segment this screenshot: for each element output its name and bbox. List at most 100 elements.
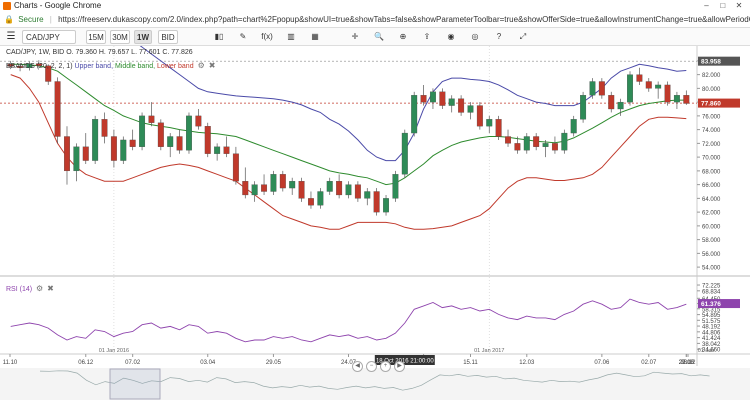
time-tick-label: 23.12 — [680, 360, 696, 366]
crosshair-icon[interactable]: ✛ — [351, 32, 359, 41]
instrument-selector[interactable]: CAD/JPY — [22, 30, 76, 44]
menu-icon[interactable]: ☰ — [6, 31, 16, 42]
price-tick-label: 68.000 — [702, 169, 721, 175]
price-tick-label: 82.000 — [702, 73, 721, 79]
maximize-icon[interactable]: □ — [720, 1, 726, 10]
chart-type-icon[interactable]: ▮▯ — [214, 32, 224, 41]
ohlc-info: CAD/JPY, 1W, BID O. 79.360 H. 79.657 L. … — [6, 49, 193, 56]
price-tick-label: 70.000 — [702, 156, 721, 162]
gear-icon[interactable]: ⚙ — [36, 284, 44, 293]
candle-up — [214, 146, 221, 154]
candle-up — [570, 119, 577, 134]
zoom-in-button[interactable]: + — [380, 361, 391, 372]
chart-area[interactable]: 84.00082.00080.00078.00076.00074.00072.0… — [0, 15, 750, 400]
price-tick-label: 66.000 — [702, 183, 721, 189]
bbands-legend: BBANDS (20, 2, 2, 1) Upper band, Middle … — [6, 61, 215, 70]
navigator-bg — [0, 368, 750, 400]
candle-up — [270, 174, 277, 192]
fullscreen-icon[interactable]: ⤢ — [519, 32, 527, 41]
candle-down — [645, 81, 652, 89]
close-icon[interactable]: ✖ — [47, 284, 54, 293]
camera-icon[interactable]: ◉ — [447, 32, 455, 41]
minimize-icon[interactable]: – — [704, 1, 709, 10]
candle-up — [486, 119, 493, 127]
eye-icon[interactable]: ◎ — [471, 32, 479, 41]
year-label: 01 Jan — [698, 348, 715, 354]
price-tick-label: 60.000 — [702, 224, 721, 230]
close-icon[interactable]: ✕ — [735, 1, 743, 10]
time-tick-label: 12.03 — [519, 360, 535, 366]
candle-down — [298, 181, 305, 199]
candle-up — [448, 98, 455, 106]
address-separator: | — [49, 15, 52, 24]
price-tick-label: 72.000 — [702, 142, 721, 148]
candle-down — [232, 153, 239, 182]
share-icon[interactable]: ⇪ — [423, 32, 431, 41]
candle-up — [655, 84, 662, 89]
candle-down — [336, 181, 343, 196]
address-bar[interactable]: 🔒 Secure | https://freeserv.dukascopy.co… — [0, 12, 750, 28]
year-label: 01 Jan 2017 — [474, 348, 504, 354]
time-tick-label: 02.07 — [641, 360, 657, 366]
rsi-tick-label: 34.660 — [702, 348, 721, 354]
scroll-left-button[interactable]: ◀ — [352, 361, 363, 372]
cursor-date-label: 18 Oct 2016 21:00:00 — [376, 359, 434, 365]
close-icon[interactable]: ✖ — [208, 61, 216, 70]
candle-down — [242, 181, 249, 196]
ohlc-values: O. 79.360 H. 79.657 L. 77.601 C. 77.826 — [66, 49, 193, 56]
bbands-label: BBANDS (20, 2, 2, 1) — [6, 63, 73, 70]
candle-down — [420, 95, 427, 103]
price-tick-label: 80.000 — [702, 87, 721, 93]
url-text[interactable]: https://freeserv.dukascopy.com/2.0/index… — [58, 15, 750, 24]
period-1w-button[interactable]: 1W — [134, 30, 152, 44]
time-tick-label: 29.05 — [266, 360, 282, 366]
grid-icon[interactable]: ▦ — [311, 32, 319, 41]
price-tick-label: 74.000 — [702, 128, 721, 134]
price-tick-label: 64.000 — [702, 197, 721, 203]
candle-down — [533, 136, 540, 147]
bars-icon[interactable]: ▥ — [287, 32, 295, 41]
candle-up — [167, 136, 174, 147]
last-price-tag: 77.860 — [701, 101, 721, 108]
time-tick-label: 11.10 — [3, 360, 18, 366]
candle-up — [429, 91, 436, 103]
help-icon[interactable]: ? — [496, 32, 502, 41]
candle-down — [373, 191, 380, 213]
candle-down — [35, 63, 42, 66]
function-icon[interactable]: f(x) — [261, 32, 273, 41]
zoom-icon[interactable]: 🔍 — [374, 32, 384, 41]
zoom-area-icon[interactable]: ⊕ — [399, 32, 407, 41]
zoom-out-button[interactable]: − — [366, 361, 377, 372]
rsi-legend: RSI (14) ⚙ ✖ — [6, 284, 54, 293]
rsi-tick-label: 41.424 — [702, 336, 721, 342]
year-label: 01 Jan 2016 — [99, 348, 129, 354]
candle-down — [608, 95, 615, 110]
candle-down — [598, 81, 605, 96]
rsi-tick-label: 68.834 — [702, 289, 721, 295]
candle-up — [345, 184, 352, 196]
rsi-tick-label: 54.895 — [702, 313, 721, 319]
candle-down — [195, 115, 202, 127]
price-tick-label: 58.000 — [702, 238, 721, 244]
candle-down — [148, 115, 155, 123]
offer-side-button[interactable]: BID — [158, 30, 178, 44]
candle-down — [354, 184, 361, 199]
gear-icon[interactable]: ⚙ — [197, 61, 205, 70]
middle-band-line — [10, 63, 687, 186]
period-15m-button[interactable]: 15M — [86, 30, 106, 44]
candle-up — [364, 191, 371, 199]
scroll-right-button[interactable]: ▶ — [394, 361, 405, 372]
chart-canvas[interactable]: 84.00082.00080.00078.00076.00074.00072.0… — [0, 15, 750, 400]
candle-down — [64, 136, 70, 172]
period-30m-button[interactable]: 30M — [110, 30, 130, 44]
chrome-app-icon — [3, 2, 11, 10]
candle-up — [580, 95, 587, 120]
drawing-icon[interactable]: ✎ — [239, 32, 247, 41]
lower-band-line — [10, 74, 687, 230]
price-tick-label: 56.000 — [702, 252, 721, 258]
candle-up — [92, 119, 99, 161]
candle-down — [495, 119, 502, 137]
candle-down — [157, 122, 164, 147]
candle-down — [279, 174, 286, 189]
candle-up — [673, 95, 680, 103]
